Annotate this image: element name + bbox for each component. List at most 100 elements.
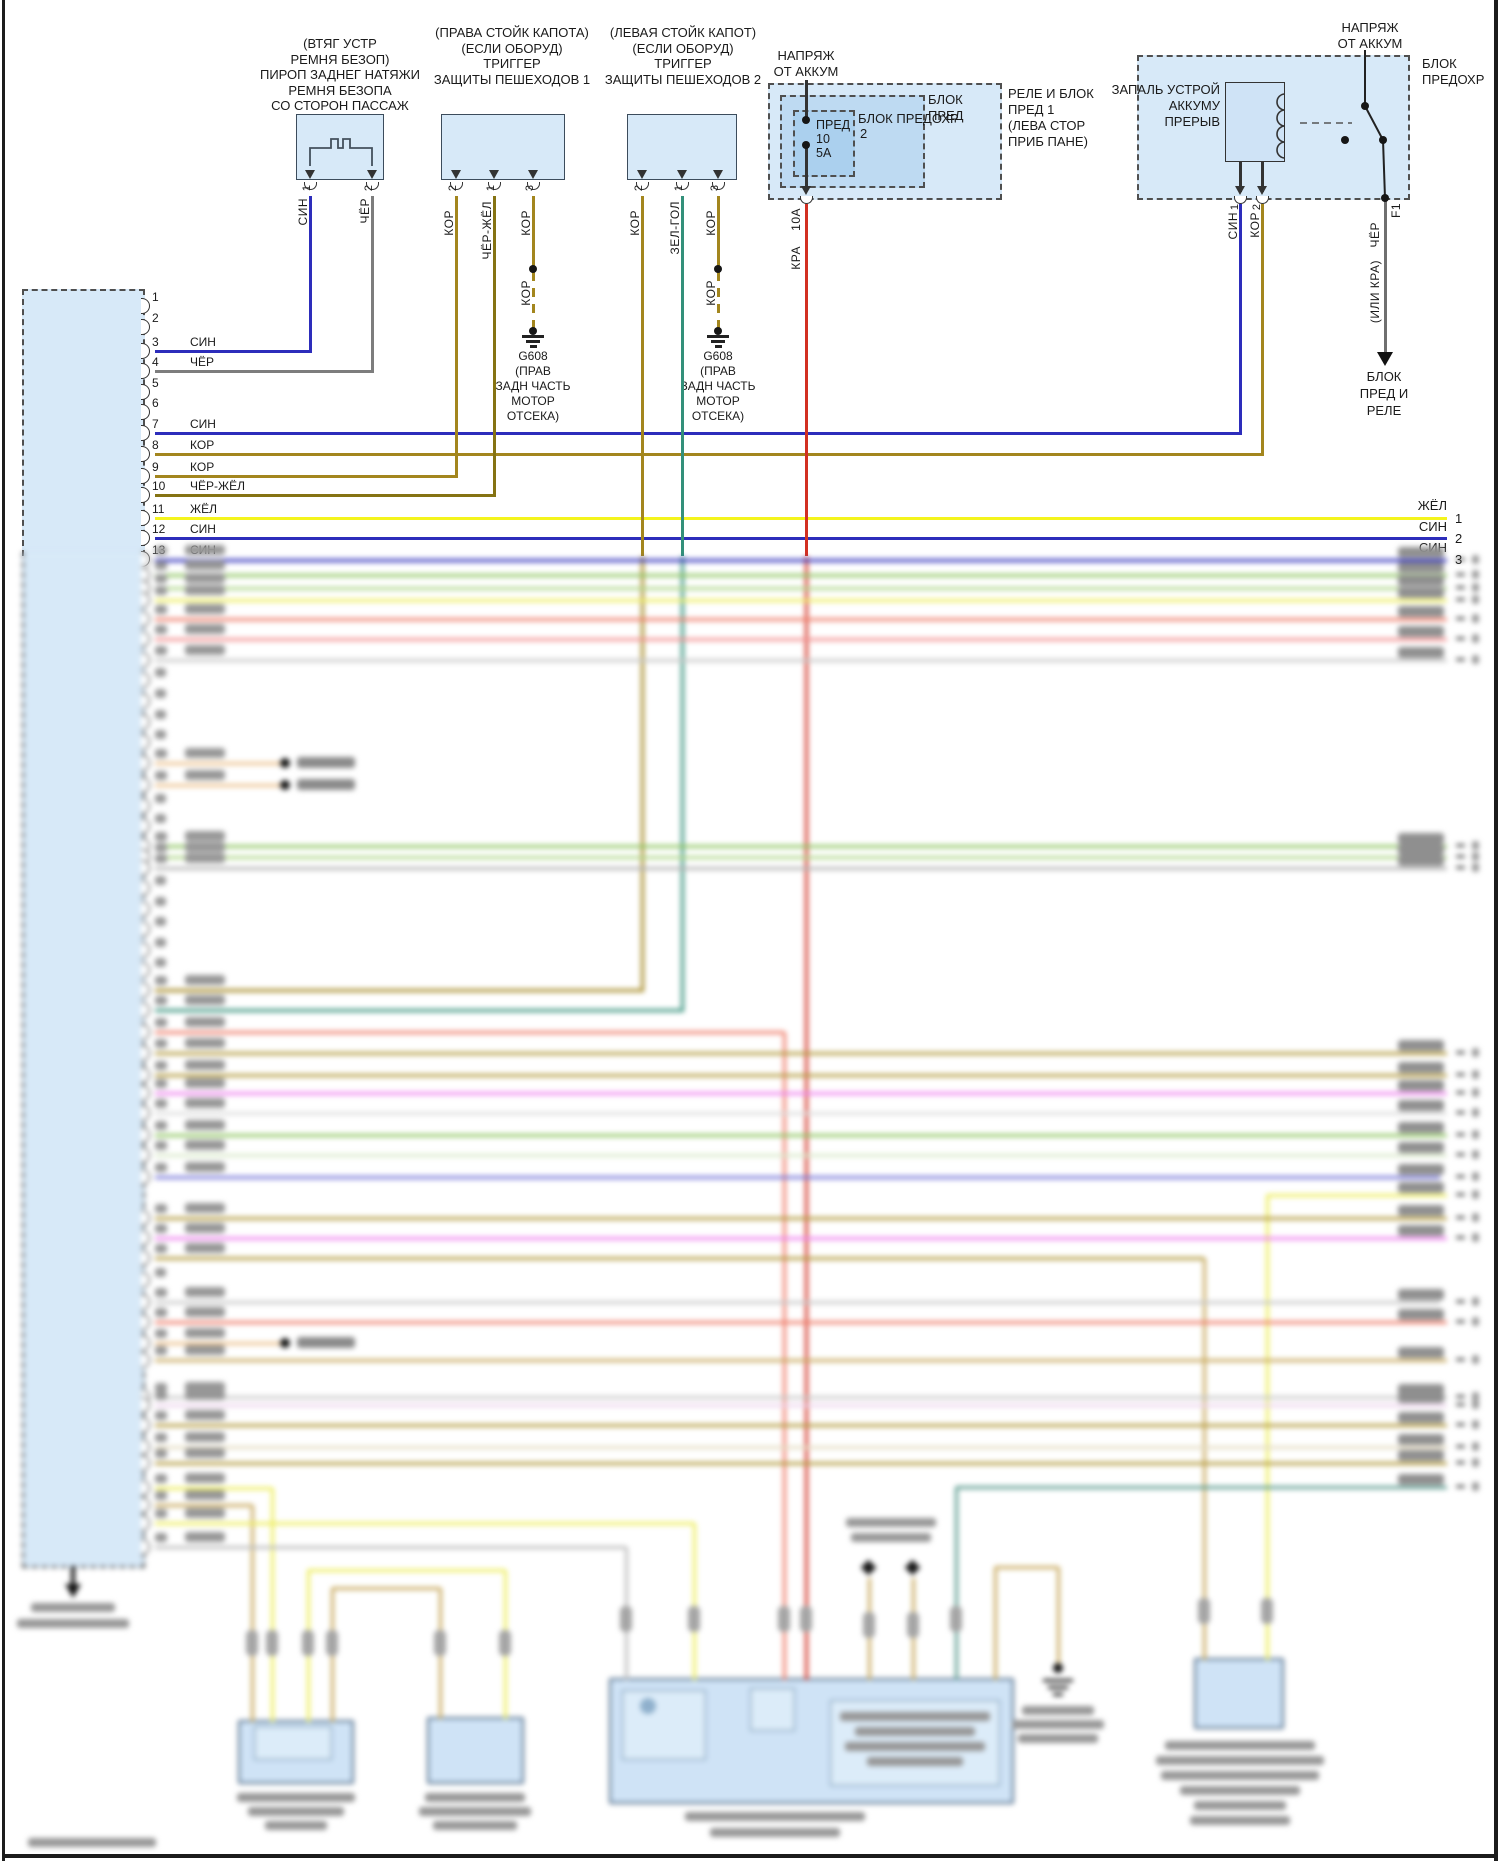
pin-number-blurred [155,1329,167,1338]
arrow-down-icon [713,170,723,179]
inline-connector-blurred [620,1606,632,1632]
wire-vertical [805,145,808,191]
pin-number-blurred [155,1141,167,1150]
connector-pin-number: 11 [152,502,165,516]
right-pin-number-blurred [1472,1400,1479,1409]
wire-horizontal [155,453,1262,456]
right-pin-number-blurred [1472,1172,1479,1181]
wire-color-label: СИН [1226,212,1240,240]
wire-horizontal [155,618,1447,621]
connector-pin-number: 8 [152,438,159,452]
right-pin-number-blurred [1472,1420,1479,1429]
wire-code-blurred [185,1243,225,1253]
wire-color-label: ЗЕЛ-ГОЛ [668,201,682,255]
wire-code-blurred [185,1382,225,1392]
wire-horizontal [155,537,1447,540]
wire-vertical [493,196,496,497]
pin-number-blurred [155,876,166,885]
connector-pin-icon [141,714,150,730]
junction-dot [1379,136,1387,144]
terminal-diamond-icon [904,1559,921,1576]
pretensioner-box [296,114,384,180]
wire-horizontal [155,1396,1447,1399]
component-box-blurred [750,1688,795,1731]
wire-horizontal [155,784,280,787]
wire-horizontal [155,587,1447,590]
pin-number-blurred [155,749,167,758]
pin-number-blurred [155,1449,167,1458]
wire-code-blurred [185,1120,225,1130]
wire-vertical [805,80,808,122]
right-pin-number-blurred [1472,1048,1479,1057]
srs-connector-blurred [22,552,145,1568]
inline-connector-blurred [246,1630,258,1656]
wire-horizontal [155,494,494,497]
pin-connector-icon [676,182,689,190]
text-blurred [425,1793,525,1802]
connector-pin-icon [141,611,150,627]
right-pin-tick [1456,844,1465,847]
wire-code-blurred [185,1390,225,1400]
wire-horizontal [155,989,642,992]
connector-pin-icon [141,1002,150,1018]
wire-code-blurred [185,624,225,634]
connector-pin-number: 10 [152,479,166,493]
wire-code-blurred [185,975,225,985]
pin-number-blurred [155,586,167,595]
pin-connector-icon [488,182,501,190]
right-pin-number-blurred [1472,1442,1479,1451]
wire-vertical [532,272,535,328]
wire-horizontal [155,432,1240,435]
inline-connector-blurred [863,1612,875,1638]
wire-horizontal [155,1112,1447,1115]
wire-horizontal [956,1486,1447,1489]
arrow-down-icon [489,170,499,179]
pin-number-blurred [155,1268,166,1277]
inline-connector-blurred [326,1630,338,1656]
inline-connector-blurred [1261,1598,1273,1624]
wire-end-label-blurred [1398,547,1444,558]
wire-vertical [1261,162,1264,192]
connector-pin-icon [141,631,150,647]
right-pin-number-blurred [1472,614,1479,623]
junction-dot [1361,102,1369,110]
text-blurred [28,1838,156,1847]
wire-end-label-blurred [1398,1309,1444,1320]
wire-code-blurred [185,1508,225,1518]
right-pin-tick [1456,586,1465,589]
wire-vertical [681,196,684,556]
wire-color-label: ЧЁР [1368,222,1382,248]
wire-color-label: КОР [519,280,533,306]
wire-code-blurred [185,1448,225,1458]
text-blurred [237,1793,355,1802]
pin-number-blurred [155,710,166,719]
right-pin-tick [1456,637,1465,640]
wire-code-blurred [185,1098,225,1108]
wire-horizontal [155,1446,1447,1449]
connector-pin-icon [141,1480,150,1496]
right-pin-tick [1456,1175,1465,1178]
right-pin1-wire-label: ЖЁЛ [1417,498,1447,513]
pin-number-blurred [155,1509,167,1518]
wire-horizontal [155,638,1447,641]
connector-pin-wire-label: ЖЁЛ [190,502,217,516]
wire-horizontal [332,1587,440,1590]
wire-horizontal [155,1359,1447,1362]
wire-horizontal [1267,1194,1447,1197]
right-pin-number-blurred [1472,1458,1479,1467]
wire-code-blurred [185,1473,225,1483]
right-pin-number-blurred [1472,863,1479,872]
wire-vertical [1239,204,1242,435]
wire-horizontal [155,1546,626,1549]
wire-horizontal [155,1092,1447,1095]
wire-code-blurred [185,770,225,780]
wire-code-blurred [185,1490,225,1500]
connector-pin-icon [141,860,150,876]
arrow-down-icon [367,170,377,179]
wire-code-blurred [185,748,225,758]
connector-pin-icon [141,1515,150,1531]
wire-horizontal [155,1009,682,1012]
wire-end-label-blurred [1398,1080,1444,1091]
pin-number-blurred [155,1433,167,1442]
pedestrian-trigger2-label: (ЛЕВАЯ СТОЙК КАПОТ) (ЕСЛИ ОБОРУД) ТРИГГЕ… [604,25,762,87]
